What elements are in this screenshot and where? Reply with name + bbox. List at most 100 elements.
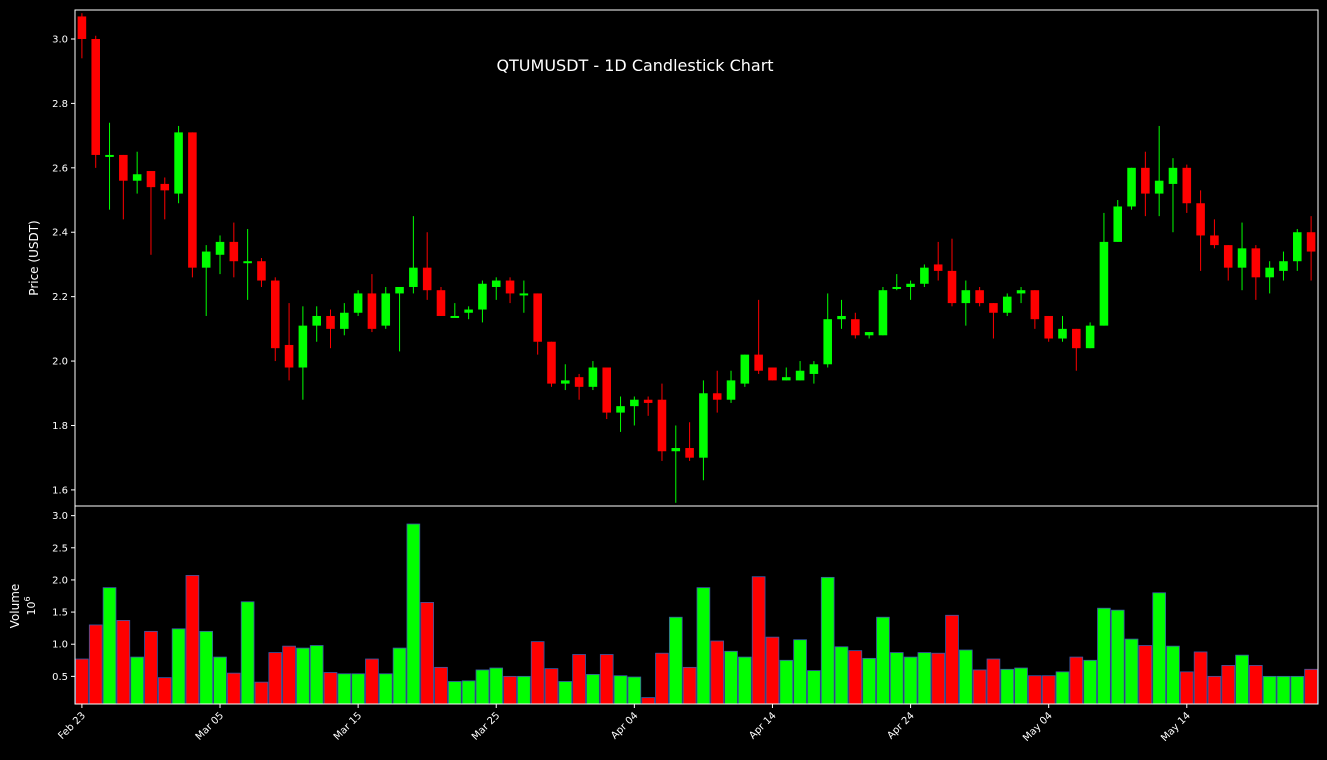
candle [1085,322,1095,349]
volume-bar [1124,638,1139,705]
candle [340,303,349,336]
volume-bar [1097,607,1111,705]
candle-body [478,283,487,310]
volume-bar [199,630,214,705]
volume-bar [751,576,766,705]
volume-bar [213,656,227,705]
candle [616,396,625,432]
volume-panel: 0.5 1.0 1.5 2.0 2.5 3.0 Volume 106 [8,505,1319,705]
candle [132,151,142,194]
volume-y-tick-label: 3.0 [52,511,68,522]
candle [270,277,280,362]
candle [215,235,225,275]
candle [588,361,598,391]
volume-y-tick-label: 1.0 [52,640,68,651]
candle-body [906,283,915,287]
price-panel: 1.6 1.8 2.0 2.2 2.4 2.6 2.8 3.0 QTUMUSDT - 1D C… [27,9,1319,507]
candle-body [809,364,819,374]
candle [781,367,791,381]
volume-bar [1193,651,1208,705]
candle [574,373,584,400]
volume-bar [517,675,531,705]
candle-body [367,293,377,329]
candle [1154,125,1164,217]
candle [809,361,819,384]
price-y-tick-label: 2.2 [52,292,68,303]
candle [851,312,860,339]
candle-body [933,264,943,271]
volume-bar [420,602,434,705]
candle [1196,190,1205,271]
volume-bar [88,624,103,705]
candle-body [588,367,598,387]
candle [1251,245,1261,300]
volume-bar [240,601,255,705]
candle-body [1002,296,1012,313]
candle-body [989,303,998,313]
candle-body [1044,315,1053,339]
candle-body [270,280,280,349]
candle [906,280,915,300]
candle [422,232,432,300]
candle-body [132,174,142,181]
candle [685,422,694,461]
candle-body [795,370,805,381]
candle-body [450,315,460,318]
candle [1265,261,1274,294]
candle [602,367,612,420]
candle [1058,315,1067,342]
candle [243,229,252,300]
volume-bar [627,676,642,705]
volume-y-axis-label: Volume [8,584,22,629]
candle [892,274,902,291]
volume-bar [268,652,283,705]
volume-bar [544,668,559,705]
candle [1141,151,1150,217]
volume-bar [116,620,131,705]
candle-body [326,315,335,329]
candle [547,341,556,387]
volume-bar [1179,671,1194,705]
candle-body [1030,290,1040,320]
volume-bar [820,576,835,705]
volume-bar [1152,592,1166,705]
volume-bar [365,658,379,705]
volume-y-tick-label: 0.5 [52,672,68,683]
candle-body [91,38,100,155]
candle-body [1306,232,1316,252]
candle-body [781,377,791,381]
candle-body [685,448,694,458]
candle [1044,315,1053,342]
candle [367,274,377,333]
volume-bar [1041,675,1056,705]
volume-bar [1055,671,1070,705]
candle [174,125,183,204]
volume-bar [917,652,932,705]
candle [699,380,708,481]
volume-bar [1166,645,1180,705]
candle [1127,167,1136,210]
volume-bar [572,654,586,705]
volume-bar [282,645,296,705]
volume-bar [1014,667,1028,705]
volume-multiplier-label: 106 [23,596,38,615]
volume-bar [1262,675,1277,705]
candle [464,306,473,320]
candle-body [1072,328,1081,349]
volume-bar [489,667,504,705]
candle-body [947,270,957,304]
volume-bar [1207,675,1222,705]
candle [478,280,487,323]
candle [795,361,805,381]
volume-bar [1276,675,1291,705]
candle-body [409,267,418,287]
candle-body [1293,232,1302,262]
volume-bar [834,646,849,705]
volume-bar [779,659,794,705]
volume-bar [75,658,89,705]
candle [947,238,957,307]
candle-body [533,293,542,342]
candle-body [1154,180,1164,194]
volume-bar [558,681,573,705]
candle-body [671,448,681,452]
